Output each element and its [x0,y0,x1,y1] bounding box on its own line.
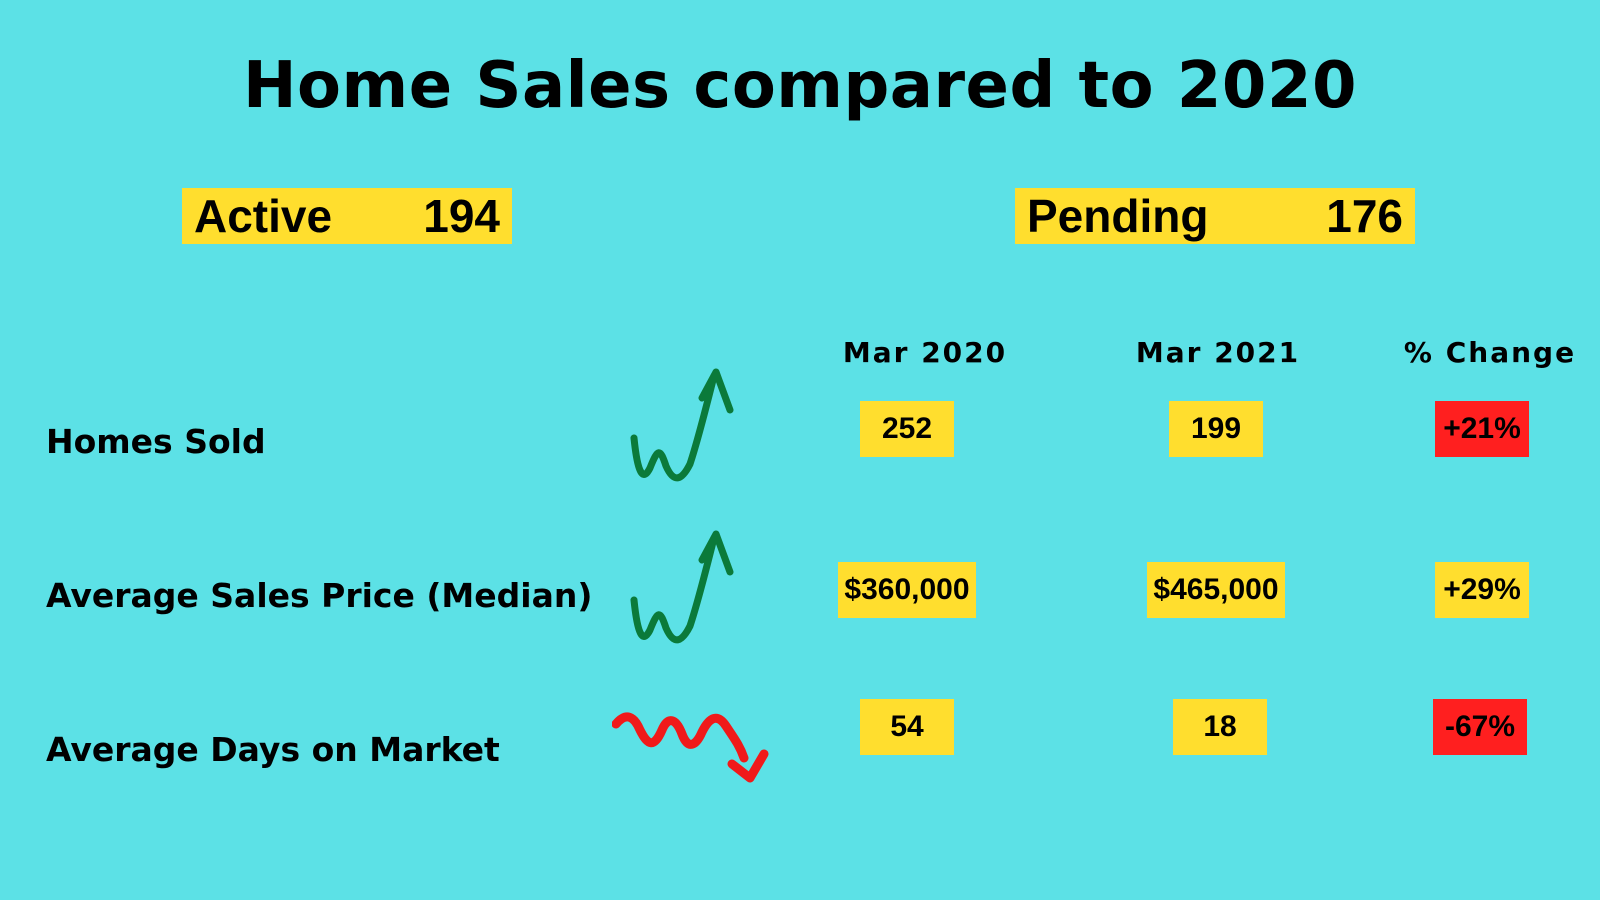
pending-count-badge: Pending 176 [1015,188,1415,244]
row-label-average-days-on-market: Average Days on Market [46,730,500,769]
active-label: Active [194,190,333,242]
days-on-market-mar-2020-value: 54 [860,699,954,755]
page-title: Home Sales compared to 2020 [242,49,1358,123]
column-header-mar-2021: Mar 2021 [1135,336,1301,369]
average-price-mar-2021-value: $465,000 [1147,562,1285,618]
homes-sold-percent-change: +21% [1435,401,1529,457]
squiggly-up-arrow-icon [630,368,734,482]
homes-sold-mar-2020-value: 252 [860,401,954,457]
squiggly-up-arrow-icon [630,530,734,644]
average-price-percent-change: +29% [1435,562,1529,618]
average-price-mar-2020-value: $360,000 [838,562,976,618]
column-header-percent-change: % Change [1403,336,1577,369]
pending-value: 176 [1326,190,1403,242]
active-count-badge: Active 194 [182,188,512,244]
column-header-mar-2020: Mar 2020 [842,336,1008,369]
squiggly-down-arrow-icon [612,712,769,783]
active-value: 194 [423,190,500,242]
pending-label: Pending [1027,190,1209,242]
row-label-homes-sold: Homes Sold [46,422,266,461]
homes-sold-mar-2021-value: 199 [1169,401,1263,457]
row-label-average-sales-price: Average Sales Price (Median) [46,576,593,615]
days-on-market-mar-2021-value: 18 [1173,699,1267,755]
days-on-market-percent-change: -67% [1433,699,1527,755]
